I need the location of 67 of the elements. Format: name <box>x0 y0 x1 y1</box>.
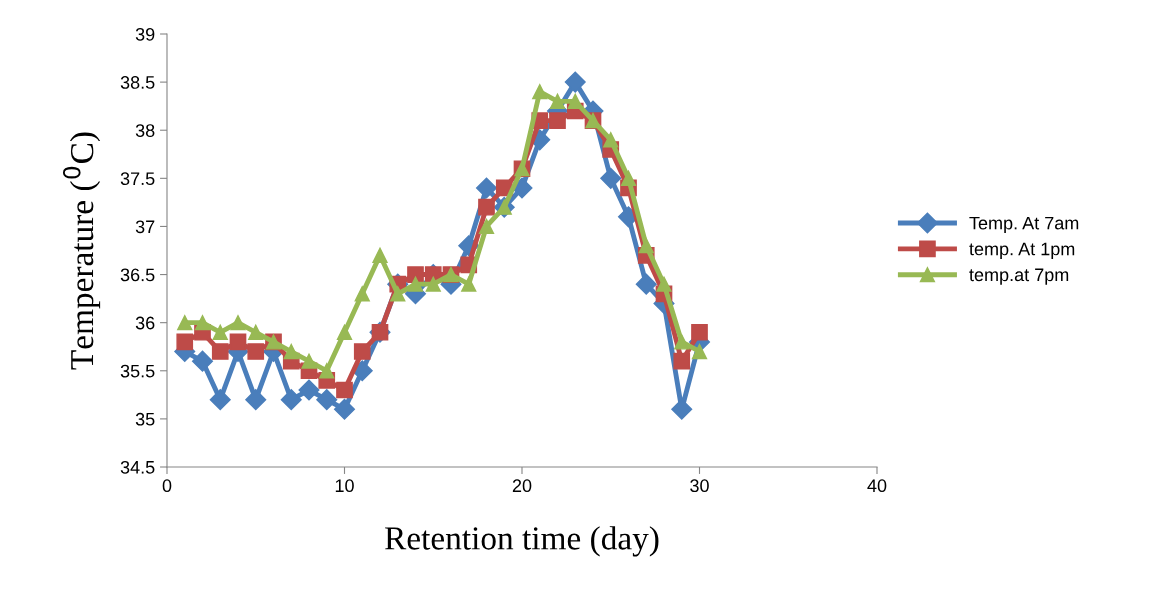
point <box>283 343 299 360</box>
point <box>248 324 264 340</box>
point <box>425 276 441 292</box>
point <box>336 324 353 340</box>
legend-label: temp. At 1pm <box>969 242 1075 259</box>
point <box>194 315 211 331</box>
x-tick-label: 0 <box>162 479 172 493</box>
point <box>620 170 637 186</box>
point <box>209 389 231 411</box>
point <box>635 273 657 295</box>
x-tick-label: 40 <box>867 479 887 493</box>
y-tick-label: 35 <box>135 412 155 426</box>
x-tick-label: 10 <box>335 479 354 493</box>
point <box>407 276 424 292</box>
point <box>176 333 194 351</box>
point <box>372 247 388 263</box>
x-axis-title: Retention time (day) <box>385 526 659 557</box>
y-tick-label: 37 <box>135 220 155 234</box>
point <box>549 93 566 109</box>
legend-label: Temp. At 7am <box>969 216 1079 234</box>
point <box>319 363 335 379</box>
point <box>390 286 406 302</box>
x-tick-label: 20 <box>512 479 532 493</box>
y-tick-label: 36.5 <box>120 268 155 282</box>
point <box>407 266 424 283</box>
point <box>478 198 495 216</box>
y-tick-label: 39 <box>135 27 155 41</box>
point <box>475 177 498 199</box>
point <box>638 238 654 254</box>
point <box>229 333 247 351</box>
y-axis-title: Temperature ($^{0}$C) <box>62 132 101 370</box>
y-tick-label: 34.5 <box>120 460 155 474</box>
point <box>673 352 691 370</box>
point <box>600 167 622 189</box>
point <box>549 112 566 129</box>
point <box>564 71 586 93</box>
point <box>478 218 495 235</box>
x-tick-label: 30 <box>690 479 709 493</box>
point <box>247 343 265 360</box>
point <box>191 350 214 372</box>
point <box>461 276 477 292</box>
point <box>245 389 267 411</box>
point <box>354 286 370 302</box>
point <box>656 276 672 292</box>
point <box>333 398 356 420</box>
y-tick-label: 37.5 <box>120 172 155 186</box>
point <box>674 334 690 350</box>
point <box>230 315 246 331</box>
point <box>691 343 708 360</box>
point <box>280 389 302 411</box>
point <box>301 353 317 369</box>
y-tick-label: 38 <box>135 124 155 137</box>
y-tick-label: 36 <box>135 316 155 330</box>
legend-label: temp.at 7pm <box>969 268 1069 285</box>
y-tick-label: 35.5 <box>120 364 155 378</box>
point <box>177 315 193 331</box>
y-tick-label: 38.5 <box>120 76 155 89</box>
point <box>691 323 708 341</box>
point <box>353 343 371 360</box>
point <box>316 389 338 411</box>
point <box>298 379 320 401</box>
point <box>211 343 229 360</box>
point <box>336 381 353 399</box>
point <box>532 84 548 100</box>
point <box>603 132 619 148</box>
point <box>212 324 228 340</box>
point <box>567 93 583 109</box>
